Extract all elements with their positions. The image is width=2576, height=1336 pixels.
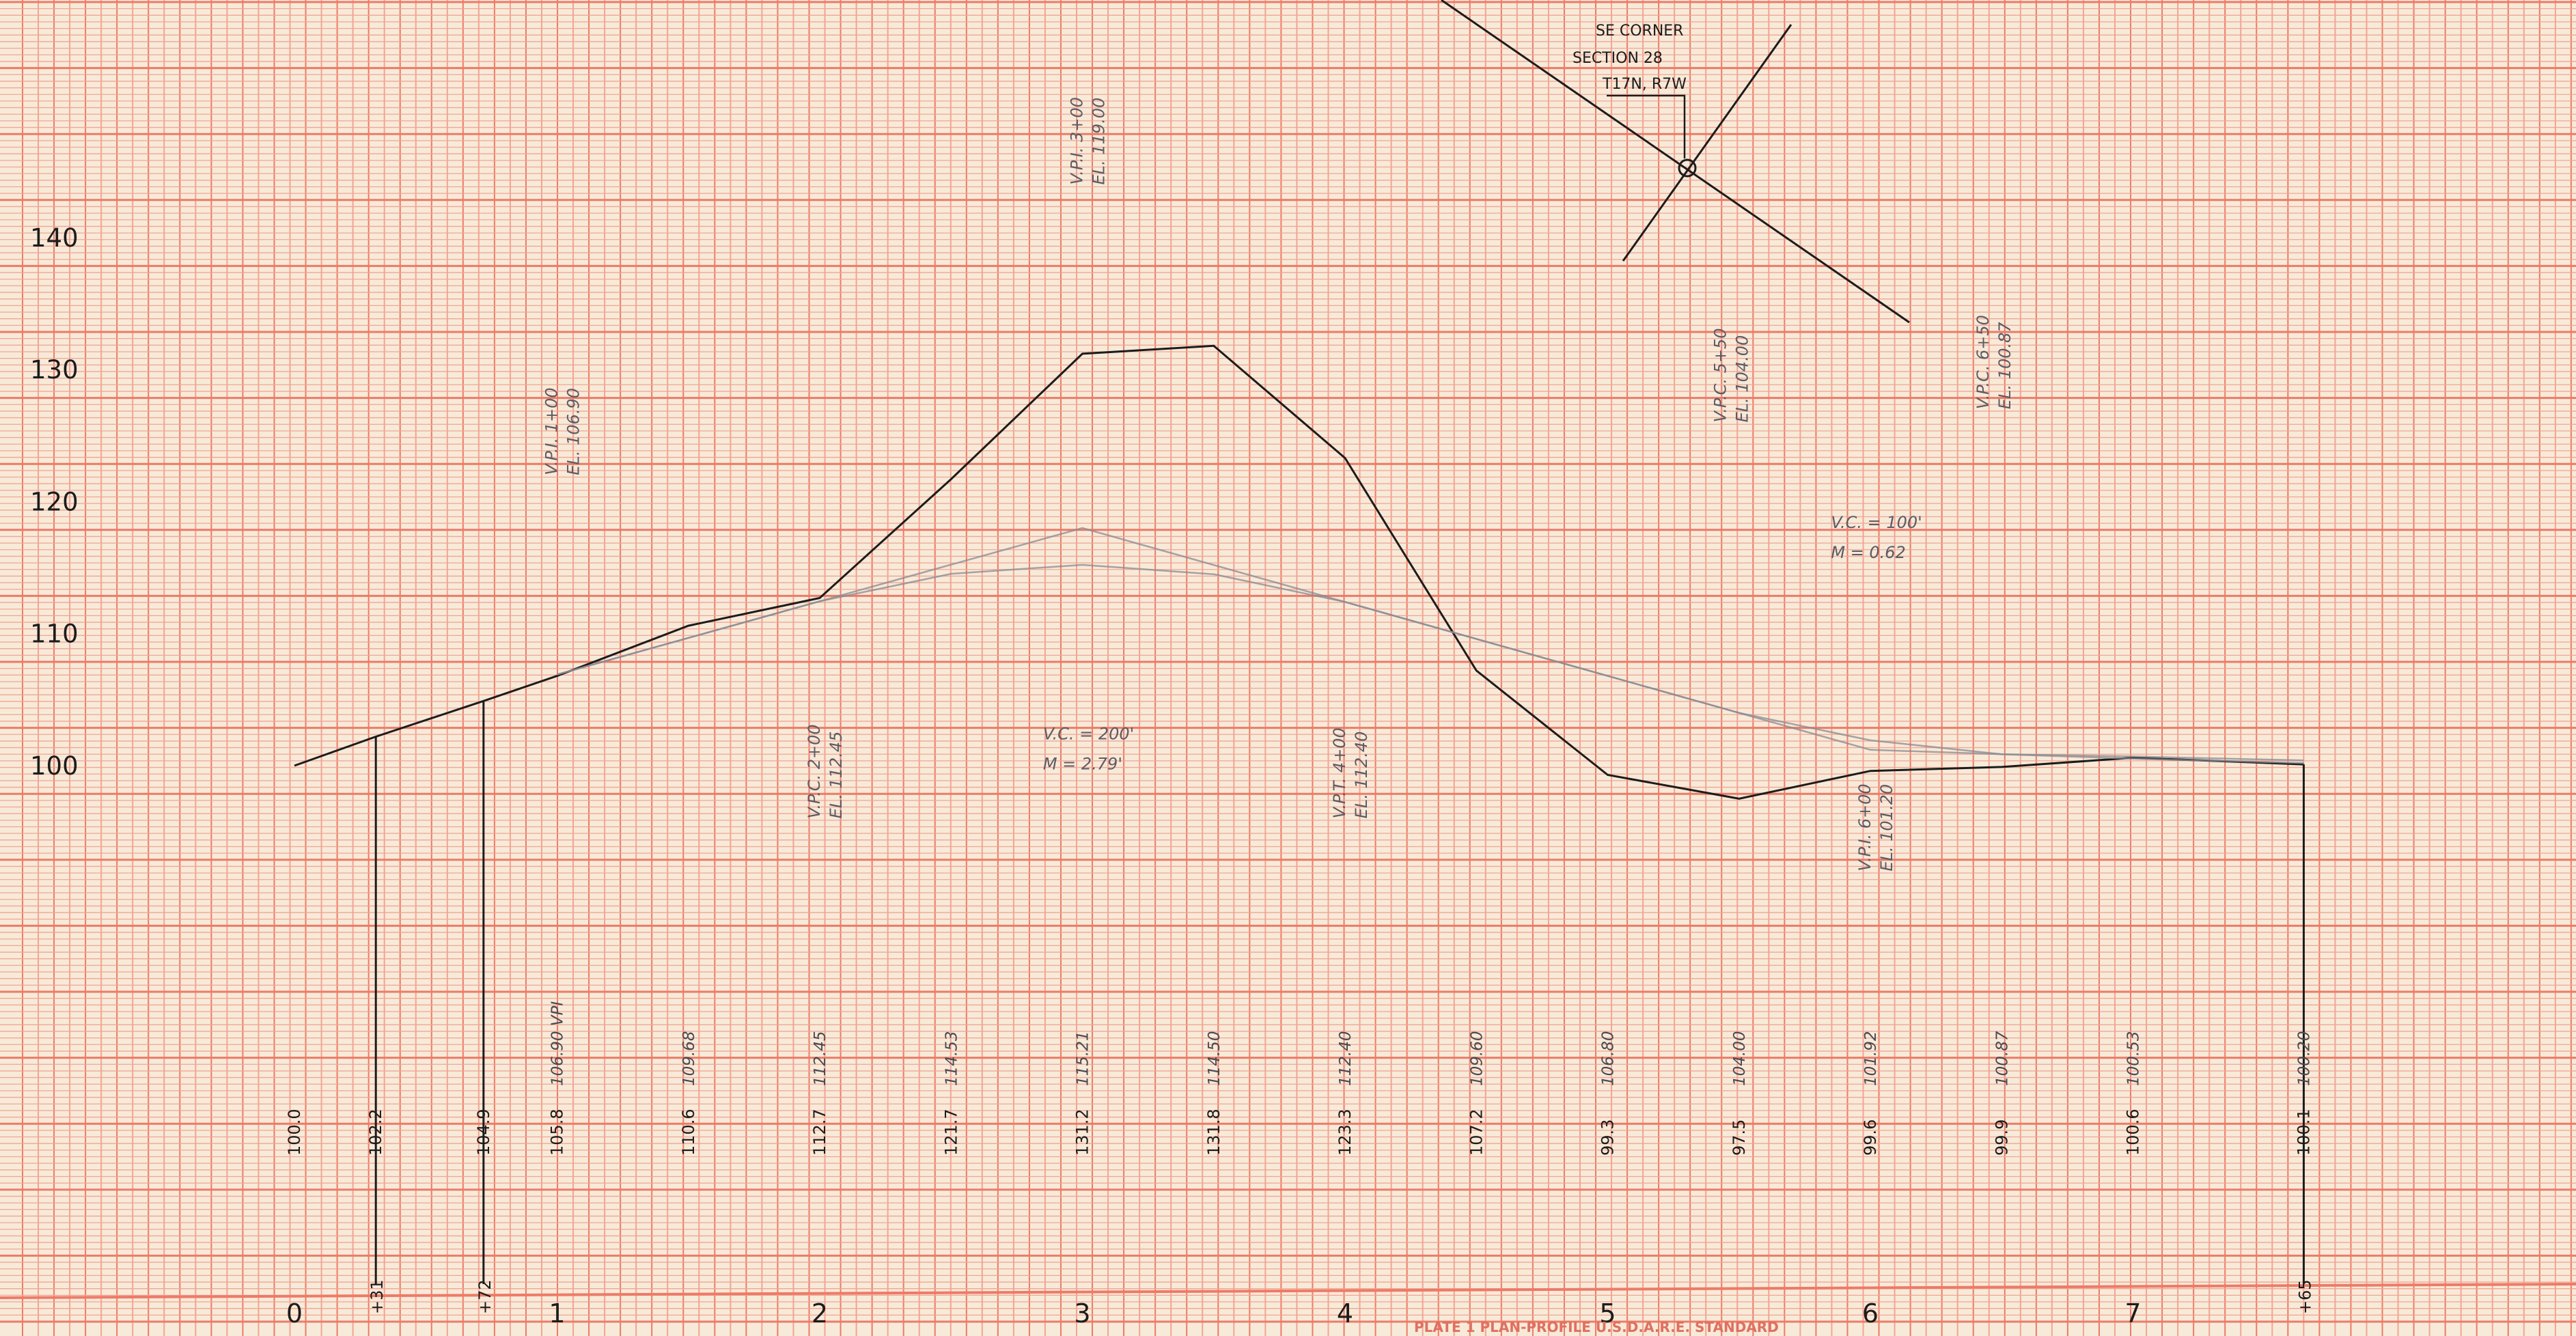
sheet-bottom-rule: [0, 1283, 2576, 1299]
grade-elevation-label: 114.50: [1206, 1031, 1223, 1086]
vpi-annotation-line: EL. 104.00: [1733, 335, 1752, 423]
corner-label-line-2: SECTION 28: [1573, 50, 1663, 67]
station-label: 4: [1337, 1298, 1353, 1328]
vpi-annotation-line: EL. 100.87: [1995, 322, 2014, 410]
grade-elevation-label: 109.68: [680, 1031, 698, 1086]
ground-elevation-label: 100.1: [2294, 1109, 2313, 1156]
ground-elevation-label: 99.3: [1598, 1119, 1618, 1156]
grade-elevation-label: 106.90 VPI: [549, 1001, 567, 1086]
vpi-annotation-line: V.P.C. 5+50: [1711, 328, 1730, 422]
grade-elevation-label: 104.00: [1731, 1031, 1749, 1086]
ground-elevation-label: 99.6: [1861, 1119, 1880, 1156]
station-label: 2: [812, 1298, 828, 1328]
survey-line-long: [1441, 0, 1910, 324]
ground-elevation-label: 110.6: [679, 1109, 698, 1156]
vpi-annotation-line: EL. 119.00: [1090, 98, 1109, 185]
curve-note-line: V.C. = 100': [1831, 513, 1922, 532]
station-plus-label: +31: [368, 1279, 387, 1314]
station-label: 0: [286, 1298, 303, 1328]
survey-line-cross: [1622, 24, 1792, 262]
ground-elevation-label: 100.0: [285, 1109, 304, 1156]
ground-elevation-label: 123.3: [1335, 1109, 1355, 1156]
vpi-annotation-line: EL. 112.40: [1352, 732, 1371, 819]
ground-elevation-label: 131.8: [1204, 1109, 1223, 1156]
profile-series-line: [557, 563, 2304, 764]
corner-label-line-3: T17N, R7W: [1602, 76, 1687, 93]
elevation-tick-label: 100: [30, 751, 79, 781]
station-label: 6: [1862, 1298, 1879, 1328]
ground-elevation-label: 104.9: [474, 1109, 493, 1156]
ground-elevation-label: 100.6: [2124, 1109, 2143, 1156]
station-label: 1: [549, 1298, 565, 1328]
station-label: 7: [2124, 1298, 2141, 1328]
grade-elevation-label: 112.45: [812, 1031, 829, 1086]
profile-lines: [294, 344, 2305, 1284]
elevation-tick-label: 110: [30, 620, 79, 649]
vpi-annotation-line: V.P.I. 3+00: [1068, 97, 1087, 184]
grade-elevation-label: 100.53: [2125, 1031, 2143, 1086]
grade-elevation-label: 100.87: [1993, 1031, 2011, 1086]
curve-note-line: M = 2.79': [1043, 754, 1122, 773]
corner-marker: [1678, 158, 1697, 178]
station-label: 5: [1599, 1298, 1616, 1328]
vpi-annotation-line: EL. 106.90: [564, 388, 583, 475]
vpi-annotation-line: V.P.I. 6+00: [1855, 783, 1874, 871]
grade-elevation-label: 101.92: [1862, 1031, 1880, 1086]
grade-elevation-label: 109.60: [1468, 1031, 1486, 1086]
vpi-annotation-line: EL. 101.20: [1877, 784, 1896, 872]
plate-footer: PLATE 1 PLAN-PROFILE U.S.D.A.R.E. STANDA…: [1414, 1319, 1779, 1335]
ground-elevation-label: 99.9: [1992, 1119, 2011, 1156]
curve-note-line: V.C. = 200': [1043, 724, 1134, 743]
ground-elevation-label: 131.2: [1073, 1109, 1092, 1156]
ground-elevation-label: 121.7: [941, 1109, 960, 1156]
ground-elevation-label: 102.2: [366, 1109, 385, 1156]
profile-series-line: [294, 344, 2304, 800]
ground-elevation-label: 107.2: [1467, 1109, 1486, 1156]
vpi-annotation-line: EL. 112.45: [827, 732, 846, 819]
vpi-annotation-line: V.P.T. 4+00: [1330, 727, 1349, 818]
curve-note-line: M = 0.62: [1831, 543, 1906, 562]
axis-scales: 140 130 120 110 100 0 +31 +72 1 2 3 4 5 6 7 +65: [30, 223, 2314, 1328]
ground-elevation-label: 105.8: [548, 1109, 567, 1156]
grade-elevation-label: 100.20: [2295, 1031, 2313, 1086]
elevation-tick-label: 130: [30, 355, 79, 385]
grade-elevation-label: 115.21: [1075, 1031, 1092, 1086]
grade-elevation-label: 106.80: [1600, 1031, 1618, 1086]
ground-elevation-label: 112.7: [810, 1109, 829, 1156]
corner-label-line-1: SE CORNER: [1596, 23, 1683, 40]
ground-elevation-label: 97.5: [1730, 1119, 1749, 1156]
section-corner-sketch: SE CORNER SECTION 28 T17N, R7W: [1441, 0, 1910, 324]
profile-annotations: 100.0 102.2 104.9 105.8 110.6 112.7 121.7 131.2…: [285, 97, 2313, 1156]
station-plus-label: +65: [2295, 1279, 2314, 1314]
grade-elevation-label: 114.53: [943, 1031, 960, 1086]
vpi-annotation-line: V.P.C. 6+50: [1973, 315, 1993, 409]
corner-leader: [1607, 94, 1686, 158]
station-plus-label: +72: [475, 1279, 495, 1314]
vpi-annotation-line: V.P.I. 1+00: [542, 387, 562, 475]
elevation-tick-label: 120: [30, 487, 79, 516]
station-label: 3: [1074, 1298, 1090, 1328]
grade-elevation-label: 112.40: [1337, 1031, 1355, 1086]
elevation-tick-label: 140: [30, 223, 79, 253]
vpi-annotation-line: V.P.C. 2+00: [805, 724, 824, 818]
